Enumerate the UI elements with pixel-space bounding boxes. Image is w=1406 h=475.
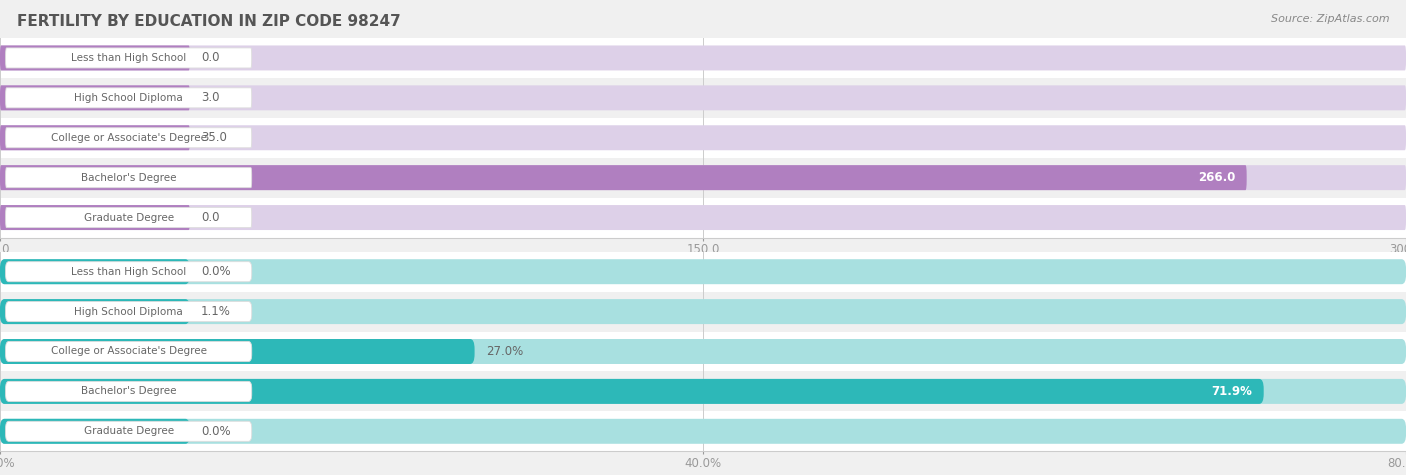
FancyBboxPatch shape [0,299,190,324]
FancyBboxPatch shape [0,125,1406,150]
Text: 0.0%: 0.0% [201,425,231,438]
Text: Graduate Degree: Graduate Degree [83,212,174,223]
Text: Less than High School: Less than High School [72,266,186,277]
FancyBboxPatch shape [0,86,1406,110]
FancyBboxPatch shape [0,419,190,444]
FancyBboxPatch shape [0,46,190,70]
FancyBboxPatch shape [6,381,252,401]
Text: Bachelor's Degree: Bachelor's Degree [82,386,176,397]
Bar [0,411,1406,451]
Text: 71.9%: 71.9% [1212,385,1253,398]
Text: Bachelor's Degree: Bachelor's Degree [82,172,176,183]
Bar [0,332,1406,371]
Text: Source: ZipAtlas.com: Source: ZipAtlas.com [1271,14,1389,24]
Text: 35.0: 35.0 [201,131,226,144]
Bar [0,371,1406,411]
Text: 0.0%: 0.0% [201,265,231,278]
FancyBboxPatch shape [0,299,1406,324]
Text: 3.0: 3.0 [201,91,219,104]
Bar [0,118,1406,158]
Text: FERTILITY BY EDUCATION IN ZIP CODE 98247: FERTILITY BY EDUCATION IN ZIP CODE 98247 [17,14,401,29]
FancyBboxPatch shape [0,205,1406,230]
FancyBboxPatch shape [0,419,1406,444]
FancyBboxPatch shape [6,208,252,228]
Bar [0,158,1406,198]
FancyBboxPatch shape [0,339,1406,364]
Bar [0,78,1406,118]
FancyBboxPatch shape [6,128,252,148]
Bar [0,252,1406,292]
FancyBboxPatch shape [0,379,1406,404]
Bar [0,198,1406,238]
Bar [0,292,1406,332]
FancyBboxPatch shape [0,46,1406,70]
Text: College or Associate's Degree: College or Associate's Degree [51,346,207,357]
FancyBboxPatch shape [0,125,190,150]
Text: 1.1%: 1.1% [201,305,231,318]
Text: Less than High School: Less than High School [72,53,186,63]
FancyBboxPatch shape [6,168,252,188]
Text: 266.0: 266.0 [1198,171,1236,184]
Text: 27.0%: 27.0% [486,345,523,358]
FancyBboxPatch shape [6,302,252,322]
FancyBboxPatch shape [6,48,252,68]
FancyBboxPatch shape [0,259,1406,284]
FancyBboxPatch shape [0,165,1247,190]
Text: Graduate Degree: Graduate Degree [83,426,174,437]
FancyBboxPatch shape [0,165,1406,190]
Text: High School Diploma: High School Diploma [75,93,183,103]
FancyBboxPatch shape [6,88,252,108]
Text: 0.0: 0.0 [201,51,219,65]
FancyBboxPatch shape [6,421,252,441]
FancyBboxPatch shape [6,342,252,361]
FancyBboxPatch shape [0,339,475,364]
Text: High School Diploma: High School Diploma [75,306,183,317]
FancyBboxPatch shape [0,205,190,230]
Bar [0,38,1406,78]
FancyBboxPatch shape [0,86,190,110]
FancyBboxPatch shape [0,379,1264,404]
FancyBboxPatch shape [0,259,190,284]
Text: College or Associate's Degree: College or Associate's Degree [51,133,207,143]
Text: 0.0: 0.0 [201,211,219,224]
FancyBboxPatch shape [6,262,252,282]
